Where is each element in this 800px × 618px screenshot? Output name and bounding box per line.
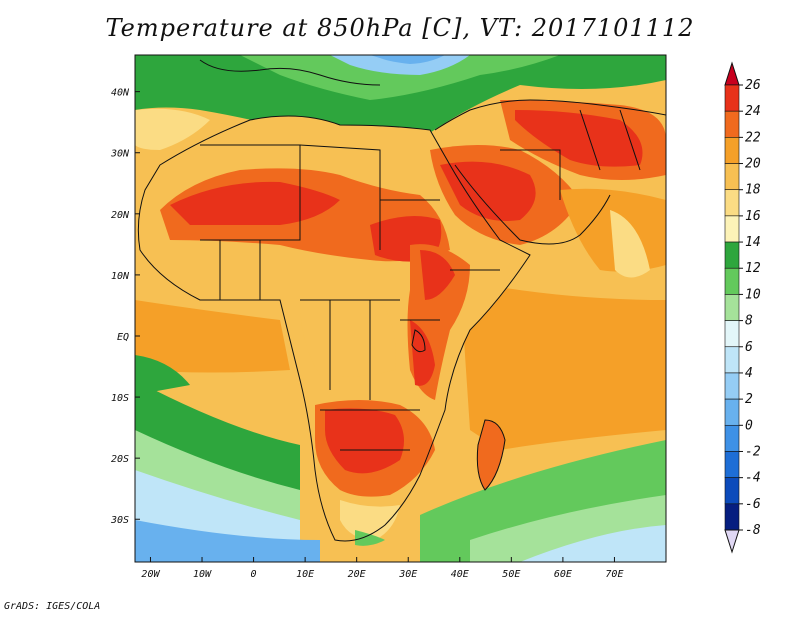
colorbar-over-triangle bbox=[724, 61, 740, 86]
colorbar-label: 12 bbox=[745, 261, 761, 276]
lon-tick-label: 40E bbox=[451, 569, 469, 580]
lon-tick-label: 30E bbox=[398, 569, 417, 580]
colorbar-segment bbox=[724, 451, 740, 478]
colorbar-segment bbox=[724, 346, 740, 374]
colorbar-label: 18 bbox=[745, 183, 761, 198]
colorbar-label: 0 bbox=[745, 418, 753, 433]
colorbar-label: -6 bbox=[745, 497, 761, 512]
colorbar-label: 22 bbox=[745, 130, 761, 145]
longitude-axis: 20W 10W 0 10E 20E 30E 40E 50E 60E 70E bbox=[141, 557, 623, 580]
grads-credit: GrADS: IGES/COLA bbox=[4, 601, 101, 612]
colorbar-segment bbox=[724, 477, 740, 505]
colorbar-segment bbox=[724, 189, 740, 217]
colorbar-label: -2 bbox=[745, 444, 761, 459]
lon-tick-label: 20E bbox=[348, 569, 366, 580]
colorbar-under-triangle bbox=[724, 529, 740, 554]
lat-tick-label: 10N bbox=[111, 271, 130, 282]
colorbar-segment bbox=[724, 503, 740, 531]
lon-tick-label: 10W bbox=[193, 569, 212, 580]
colorbar-segment bbox=[724, 320, 740, 348]
lat-tick-label: 20N bbox=[111, 210, 130, 221]
latitude-axis: 40N 30N 20N 10N EQ 10S 20S 30S bbox=[110, 88, 140, 526]
lon-tick-label: 70E bbox=[605, 569, 623, 580]
colorbar-segment bbox=[724, 110, 740, 138]
colorbar-segment bbox=[724, 84, 740, 112]
colorbar-segment bbox=[724, 137, 740, 164]
plot-frame bbox=[134, 54, 667, 563]
colorbar-label: 16 bbox=[745, 209, 761, 224]
colorbar-segment bbox=[724, 241, 740, 269]
colorbar-label: 8 bbox=[745, 314, 753, 329]
colorbar-label: -4 bbox=[745, 471, 761, 486]
lon-tick-label: 10E bbox=[296, 569, 314, 580]
lat-tick-label: 20S bbox=[111, 454, 129, 465]
lat-tick-label: 30S bbox=[110, 515, 129, 526]
colorbar-label: 2 bbox=[745, 392, 753, 407]
colorbar-label: 20 bbox=[745, 157, 761, 172]
map-title: Temperature at 850hPa [C], VT: 201710111… bbox=[105, 14, 695, 42]
colorbar-segment bbox=[724, 294, 740, 321]
colorbar-segment bbox=[724, 372, 740, 400]
colorbar-segment bbox=[724, 267, 740, 295]
lat-tick-label: 40N bbox=[111, 88, 130, 99]
colorbar-label: 10 bbox=[745, 287, 761, 302]
colorbar-segment bbox=[724, 163, 740, 191]
colorbar-label: 24 bbox=[745, 104, 761, 119]
colorbar-segment bbox=[724, 424, 740, 452]
colorbar-label: 26 bbox=[745, 78, 761, 93]
lon-tick-label: 50E bbox=[502, 569, 520, 580]
temperature-field bbox=[135, 55, 666, 562]
colorbar-label: 6 bbox=[745, 340, 753, 355]
colorbar-label: 4 bbox=[745, 366, 753, 381]
colorbar-label: -8 bbox=[745, 523, 761, 538]
colorbar-label: 14 bbox=[745, 235, 761, 250]
lon-tick-label: 20W bbox=[141, 569, 160, 580]
lat-tick-label: 10S bbox=[111, 393, 129, 404]
colorbar-segment bbox=[724, 215, 740, 243]
lat-tick-label: EQ bbox=[117, 332, 129, 343]
colorbar-segment bbox=[724, 398, 740, 426]
lon-tick-label: 0 bbox=[251, 569, 257, 580]
lat-tick-label: 30N bbox=[110, 149, 130, 160]
lon-tick-label: 60E bbox=[554, 569, 572, 580]
